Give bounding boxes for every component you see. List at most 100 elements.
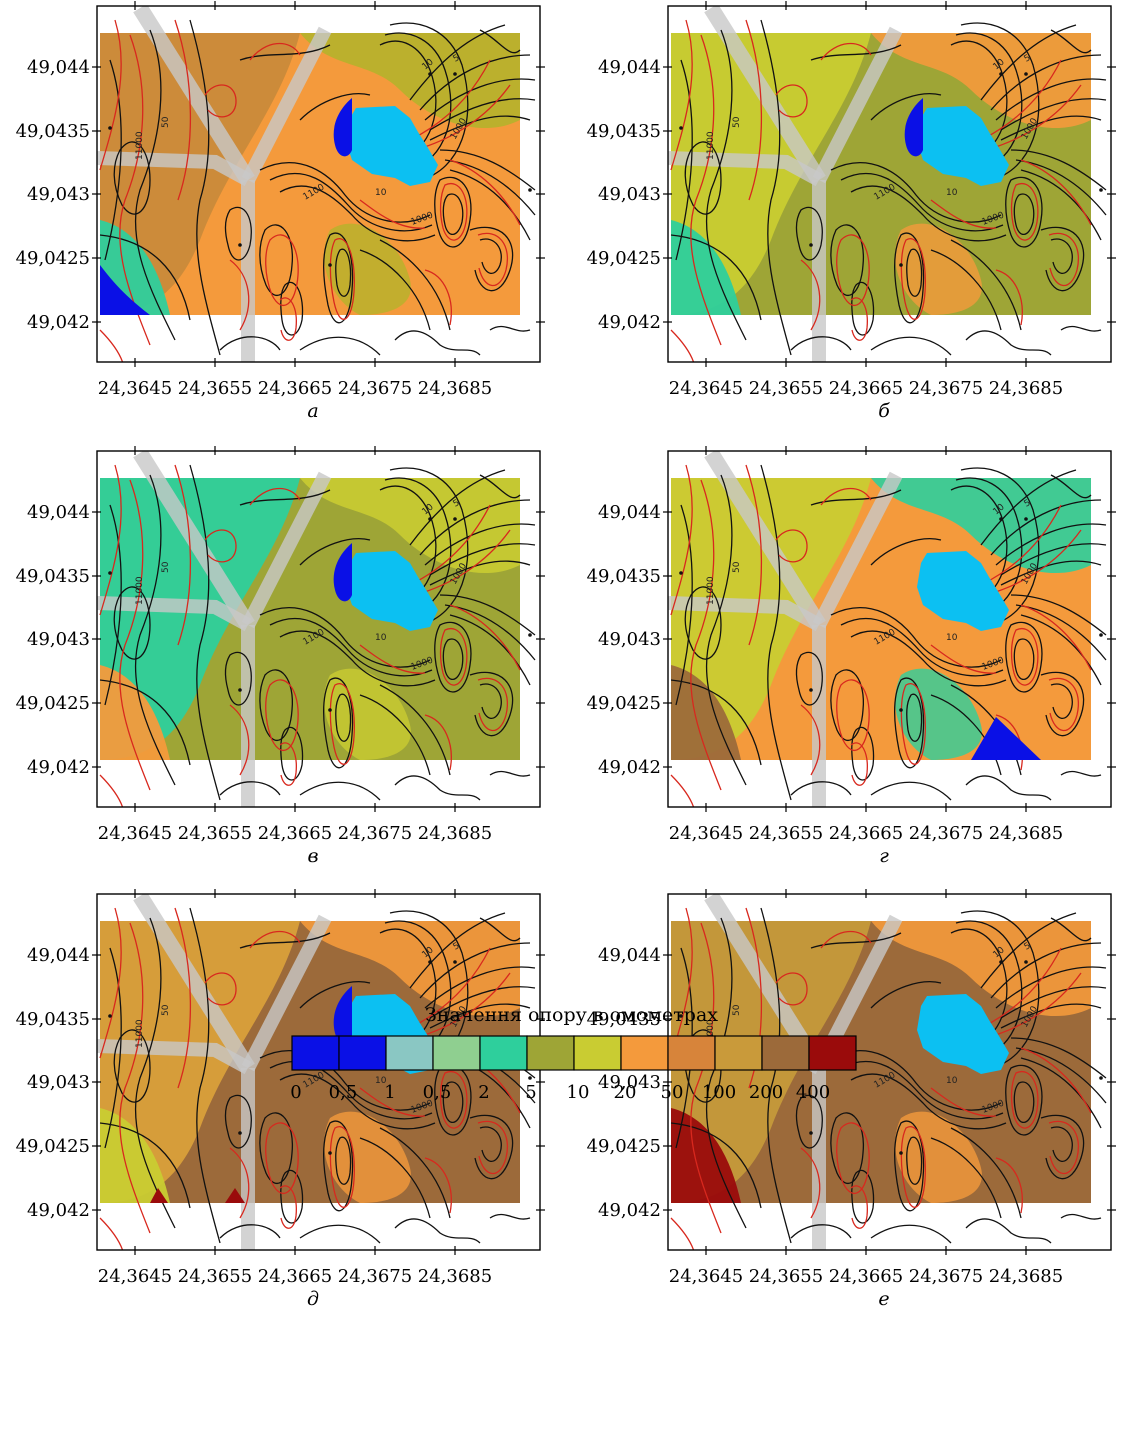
legend-swatch bbox=[620, 1035, 669, 1071]
y-tick-label: 49,0425 bbox=[587, 693, 661, 714]
y-tick-label: 49,0425 bbox=[16, 693, 90, 714]
svg-text:50: 50 bbox=[161, 1004, 171, 1016]
legend-swatch bbox=[291, 1035, 340, 1071]
resistivity-fill bbox=[100, 478, 520, 760]
y-tick-label: 49,0425 bbox=[16, 1136, 90, 1157]
contours-black bbox=[670, 464, 1107, 801]
legend-label: 20 bbox=[614, 1082, 637, 1103]
map-frame bbox=[96, 893, 541, 1251]
y-tick-label: 49,044 bbox=[598, 57, 661, 78]
y-tick-label: 49,043 bbox=[598, 1072, 661, 1093]
legend-swatch bbox=[714, 1035, 763, 1071]
map-frame bbox=[96, 5, 541, 363]
roads bbox=[97, 6, 332, 362]
y-tick-label: 49,042 bbox=[27, 757, 90, 778]
x-tick-label: 24,3645 bbox=[669, 378, 743, 399]
svg-text:10: 10 bbox=[375, 1076, 387, 1086]
legend: Значення опору в омометрах 0 0,5 1 0,5 2 5 10 2… bbox=[0, 1000, 1143, 1430]
svg-text:11000: 11000 bbox=[135, 1019, 145, 1048]
x-tick-label: 24,3655 bbox=[749, 1266, 823, 1287]
legend-swatch bbox=[526, 1035, 575, 1071]
resistivity-fill bbox=[100, 33, 520, 315]
x-tick-label: 24,3665 bbox=[829, 378, 903, 399]
legend-label: 5 bbox=[525, 1082, 536, 1103]
low-resistivity-zone bbox=[904, 98, 923, 157]
svg-text:10: 10 bbox=[946, 633, 958, 643]
svg-text:11000: 11000 bbox=[706, 131, 716, 160]
x-tick-label: 24,3655 bbox=[178, 823, 252, 844]
x-tick-label: 24,3645 bbox=[669, 823, 743, 844]
y-tick-label: 49,042 bbox=[27, 1200, 90, 1221]
legend-swatch bbox=[479, 1035, 528, 1071]
x-tick-label: 24,3655 bbox=[749, 823, 823, 844]
x-tick-label: 24,3675 bbox=[909, 1266, 983, 1287]
y-tick-label: 49,044 bbox=[27, 945, 90, 966]
legend-label: 200 bbox=[749, 1082, 783, 1103]
roads bbox=[668, 6, 903, 362]
y-tick-label: 49,043 bbox=[598, 184, 661, 205]
lake bbox=[917, 994, 1009, 1074]
x-tick-label: 24,3645 bbox=[98, 378, 172, 399]
svg-text:5: 5 bbox=[452, 498, 462, 510]
y-tick-label: 49,042 bbox=[27, 312, 90, 333]
x-tick-label: 24,3675 bbox=[338, 378, 412, 399]
low-resistivity-zone bbox=[333, 98, 352, 157]
legend-label: 100 bbox=[702, 1082, 736, 1103]
panel-label: д bbox=[307, 1288, 319, 1310]
legend-swatch bbox=[573, 1035, 622, 1071]
x-tick-label: 24,3665 bbox=[829, 823, 903, 844]
x-tick-label: 24,3655 bbox=[178, 1266, 252, 1287]
y-tick-label: 49,043 bbox=[27, 629, 90, 650]
x-tick-label: 24,3685 bbox=[418, 1266, 492, 1287]
y-tick-label: 49,044 bbox=[27, 57, 90, 78]
svg-text:11000: 11000 bbox=[706, 1019, 716, 1048]
x-tick-label: 24,3665 bbox=[258, 378, 332, 399]
legend-label: 1 bbox=[384, 1082, 395, 1103]
legend-swatch bbox=[761, 1035, 810, 1071]
x-tick-label: 24,3655 bbox=[178, 378, 252, 399]
y-tick-label: 49,0425 bbox=[587, 248, 661, 269]
contours-black bbox=[670, 19, 1107, 356]
low-resistivity-zone bbox=[333, 543, 352, 602]
y-tick-label: 49,0435 bbox=[587, 566, 661, 587]
x-tick-label: 24,3685 bbox=[418, 823, 492, 844]
x-tick-label: 24,3665 bbox=[258, 1266, 332, 1287]
map-panel-1: 11000 50 1000 5 10 1100 1000 10 49,044 49,0435 49,… bbox=[0, 0, 571, 445]
contours-red bbox=[99, 464, 521, 807]
panel-label: б bbox=[878, 400, 890, 422]
lake bbox=[917, 551, 1009, 631]
y-tick-label: 49,0435 bbox=[587, 121, 661, 142]
y-tick-label: 49,044 bbox=[27, 502, 90, 523]
legend-label: 400 bbox=[796, 1082, 830, 1103]
x-tick-label: 24,3685 bbox=[989, 1266, 1063, 1287]
legend-label: 0,5 bbox=[423, 1082, 452, 1103]
y-tick-label: 49,0435 bbox=[16, 121, 90, 142]
x-tick-label: 24,3675 bbox=[338, 1266, 412, 1287]
panel-label: е bbox=[878, 1288, 889, 1310]
x-tick-label: 24,3645 bbox=[669, 1266, 743, 1287]
panel-label: а bbox=[307, 400, 318, 422]
y-tick-label: 49,0425 bbox=[587, 1136, 661, 1157]
svg-text:5: 5 bbox=[452, 53, 462, 65]
legend-swatch bbox=[338, 1035, 387, 1071]
y-tick-label: 49,043 bbox=[27, 184, 90, 205]
x-tick-label: 24,3655 bbox=[749, 378, 823, 399]
x-tick-label: 24,3665 bbox=[829, 1266, 903, 1287]
svg-text:5: 5 bbox=[1023, 498, 1033, 510]
legend-swatch bbox=[667, 1035, 716, 1071]
x-tick-label: 24,3675 bbox=[338, 823, 412, 844]
x-tick-label: 24,3685 bbox=[418, 378, 492, 399]
map-frame bbox=[96, 450, 541, 808]
y-tick-label: 49,0425 bbox=[16, 248, 90, 269]
x-tick-label: 24,3675 bbox=[909, 378, 983, 399]
map-frame bbox=[667, 450, 1112, 808]
legend-title: Значення опору в омометрах bbox=[424, 1004, 719, 1026]
x-tick-label: 24,3685 bbox=[989, 378, 1063, 399]
legend-label: 2 bbox=[478, 1082, 489, 1103]
lake bbox=[346, 551, 438, 631]
legend-colorbar: 0 0,5 1 0,5 2 5 10 20 50 100 200 400 bbox=[290, 1035, 857, 1103]
x-tick-label: 24,3645 bbox=[98, 823, 172, 844]
y-tick-label: 49,042 bbox=[598, 757, 661, 778]
